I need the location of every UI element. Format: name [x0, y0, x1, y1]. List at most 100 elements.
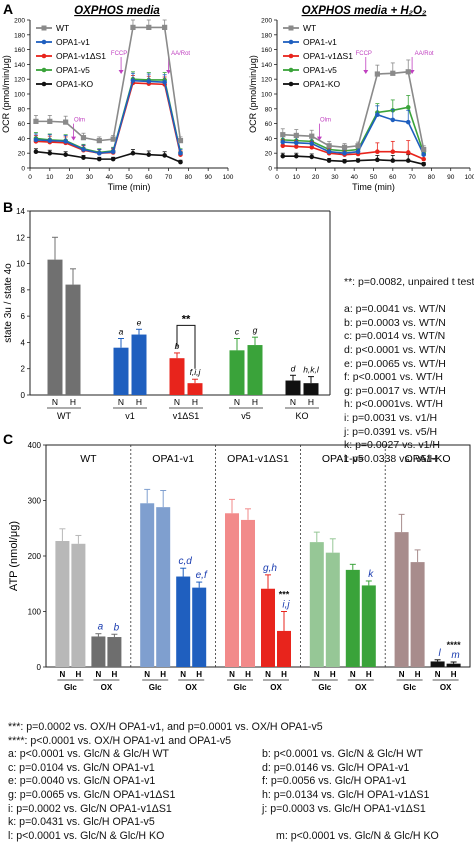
y-tick-label: 200	[14, 18, 25, 25]
data-point	[326, 149, 332, 155]
data-point	[326, 143, 332, 149]
stat-note: d: p<0.0001 vs. WT/N	[344, 343, 446, 356]
y-tick-label: 200	[261, 18, 272, 25]
media-label: Glc	[234, 683, 247, 692]
legend-marker	[41, 39, 47, 45]
data-point	[293, 132, 299, 139]
injection-arrowhead	[118, 70, 124, 74]
legend-marker	[288, 81, 294, 87]
bar	[394, 532, 409, 667]
stat-note: l: p=0.0338 vs. v5/H	[344, 452, 438, 465]
x-tick-label: 90	[205, 174, 213, 181]
y-tick-label: 160	[14, 47, 25, 54]
bar-condition-label: N	[350, 670, 356, 679]
media-label: Glc	[64, 683, 77, 692]
bar-condition-label: N	[174, 397, 180, 407]
legend-label: WT	[56, 23, 69, 33]
bar-condition-label: H	[160, 670, 166, 679]
media-label: OX	[185, 683, 197, 692]
bar	[176, 576, 191, 667]
bar-condition-label: N	[144, 670, 150, 679]
stat-letter: h,k,l	[303, 365, 320, 375]
footnote-right: h: p=0.0134 vs. Glc/H OPA1-v1ΔS1	[262, 788, 430, 801]
bar-condition-label: N	[96, 670, 102, 679]
stat-letter: c,d	[179, 556, 193, 567]
data-point	[375, 149, 380, 155]
footnote-left: c: p=0.0104 vs. Glc/N OPA1-v1	[8, 761, 155, 774]
bar-condition-label: H	[281, 670, 287, 679]
footnote-pair: g: p=0.0065 vs. Glc/N OPA1-v1ΔS1 h: p=0.0…	[8, 789, 470, 803]
bar-condition-label: H	[366, 670, 372, 679]
data-point	[280, 153, 286, 159]
stat-letter: ****	[447, 640, 462, 650]
legend-label: OPA1-v1ΔS1	[56, 51, 106, 61]
y-tick-label: 140	[14, 62, 25, 69]
group-label: KO	[295, 411, 308, 421]
y-tick-label: 200	[28, 552, 42, 561]
injection-label: AA/Rot	[171, 51, 190, 57]
legend-label: OPA1-v1ΔS1	[303, 51, 353, 61]
series-line	[282, 70, 425, 150]
significance-stars: **	[182, 313, 191, 325]
x-tick-label: 20	[312, 174, 320, 181]
injection-arrowhead	[316, 136, 322, 141]
group-label: WT	[57, 411, 71, 421]
legend-label: OPA1-KO	[303, 79, 341, 89]
footnote-line: ****: p<0.0001 vs. OX/H OPA1-v1 and OPA1…	[8, 734, 232, 747]
bar	[107, 637, 122, 667]
data-point	[405, 150, 411, 155]
data-point	[110, 136, 116, 142]
stat-letter: e,f	[196, 570, 208, 581]
footnote-pair: e: p=0.0040 vs. Glc/N OPA1-v1 f: p=0.0056…	[8, 775, 470, 789]
panel-b-stat-notes: **: p=0.0082, unpaired t test a: p=0.0041…	[344, 276, 474, 466]
y-tick-label: 8	[21, 286, 26, 295]
injection-label: Olm	[320, 118, 331, 124]
y-tick-label: 400	[28, 441, 42, 450]
y-tick-label: 160	[261, 47, 272, 54]
bar	[261, 588, 275, 667]
y-tick-label: 40	[265, 136, 273, 143]
data-point	[81, 155, 86, 160]
x-tick-label: 20	[66, 174, 74, 181]
stat-note: h: p<0.0001vs. WT/H	[344, 398, 443, 411]
bar	[446, 663, 461, 667]
bar	[225, 513, 239, 667]
footnote-left: e: p=0.0040 vs. Glc/N OPA1-v1	[8, 775, 156, 788]
bar-condition-label: N	[435, 670, 441, 679]
bar	[65, 284, 81, 395]
bar	[309, 542, 324, 667]
data-point	[390, 149, 396, 155]
data-point	[162, 79, 167, 85]
bar	[430, 661, 445, 667]
data-point	[110, 156, 116, 162]
bar	[169, 358, 185, 395]
bar	[47, 259, 63, 395]
y-tick-label: 20	[265, 151, 273, 158]
data-point	[146, 152, 152, 157]
stat-note: i: p=0.0031 vs. v1/H	[344, 411, 438, 424]
data-point	[294, 153, 299, 159]
data-point	[130, 150, 136, 156]
data-point	[421, 162, 426, 167]
group-label: v5	[241, 411, 251, 421]
footnote-pair: l: p<0.0001 vs. Glc/N & Glc/H KO m: p<0.0…	[8, 830, 470, 843]
bar	[140, 503, 155, 667]
injection-label: AA/Rot	[415, 51, 434, 57]
y-tick-label: 6	[21, 312, 26, 321]
data-point	[47, 138, 53, 143]
y-tick-label: 2	[21, 365, 26, 374]
footnote-left: i: p=0.0002 vs. Glc/N OPA1-v1ΔS1	[8, 802, 172, 815]
stat-letter: d	[291, 363, 296, 373]
stat-letter: b	[114, 622, 120, 633]
bar-condition-label: N	[314, 670, 320, 679]
media-label: OX	[355, 683, 367, 692]
stat-letter: g,h	[263, 563, 277, 574]
bar	[55, 541, 70, 667]
stat-note: **: p=0.0082, unpaired t test	[344, 276, 474, 288]
y-tick-label: 0	[21, 166, 25, 173]
y-tick-label: 100	[28, 608, 42, 617]
y-tick-label: 140	[261, 62, 272, 69]
bar-condition-label: H	[245, 670, 251, 679]
legend-marker	[288, 25, 294, 31]
